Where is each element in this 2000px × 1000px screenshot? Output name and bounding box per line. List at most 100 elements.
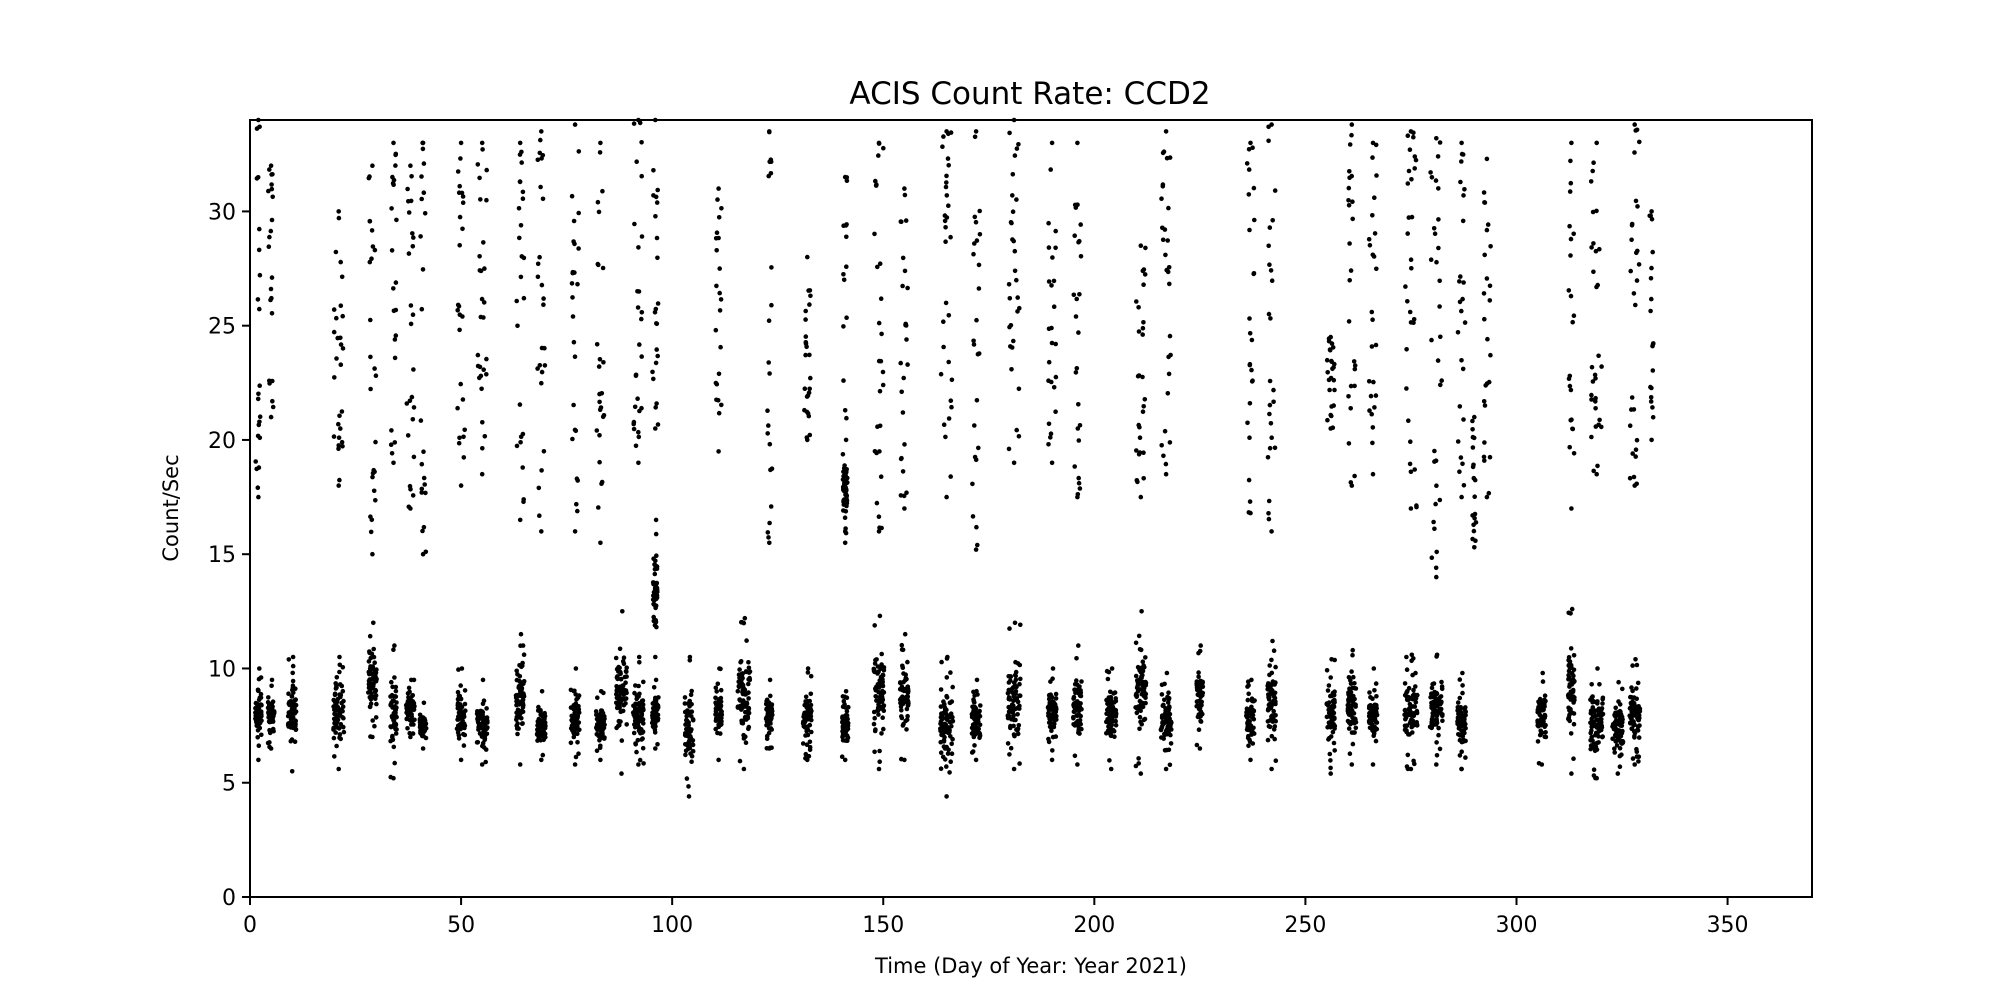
data-point: [1590, 168, 1595, 174]
data-point: [1542, 712, 1548, 718]
data-point: [654, 566, 660, 571]
data-point: [634, 708, 639, 714]
data-point: [635, 305, 641, 310]
data-point: [391, 286, 396, 291]
data-point: [1272, 736, 1277, 742]
data-point: [1047, 724, 1053, 729]
data-point: [875, 264, 880, 270]
data-point: [1015, 731, 1021, 737]
data-point: [404, 401, 410, 406]
data-point: [1374, 712, 1380, 718]
data-point: [1197, 714, 1202, 719]
data-point: [1411, 692, 1417, 697]
data-point: [943, 239, 948, 244]
data-point: [1593, 406, 1598, 411]
data-point: [1247, 435, 1252, 441]
data-point: [571, 218, 577, 224]
data-point: [1327, 751, 1333, 757]
data-point: [481, 300, 487, 305]
data-point: [843, 722, 848, 727]
data-point: [1484, 276, 1490, 281]
data-point: [1598, 727, 1604, 733]
data-point: [1163, 129, 1169, 134]
data-point: [515, 323, 520, 329]
data-point: [1077, 423, 1083, 428]
data-point: [1405, 133, 1411, 138]
data-point: [391, 140, 396, 146]
data-point: [457, 214, 463, 220]
data-point: [1588, 746, 1593, 752]
data-point: [877, 759, 882, 764]
data-point: [513, 695, 519, 700]
data-point: [744, 701, 750, 707]
data-point: [1429, 700, 1434, 706]
data-point: [1046, 279, 1052, 284]
data-point: [332, 703, 338, 709]
data-point: [542, 363, 548, 368]
data-point: [1107, 699, 1112, 705]
data-point: [640, 745, 646, 751]
data-point: [1346, 710, 1351, 716]
data-point: [1249, 730, 1254, 736]
data-point: [765, 711, 771, 716]
data-point: [1637, 723, 1642, 728]
data-point: [371, 620, 376, 626]
data-point: [1620, 686, 1625, 692]
data-point: [1434, 712, 1439, 718]
data-point: [1332, 361, 1337, 367]
data-point: [535, 366, 540, 371]
data-point: [846, 704, 851, 710]
data-point: [634, 696, 639, 702]
data-point: [456, 190, 462, 195]
data-point: [976, 351, 982, 356]
data-point: [539, 282, 545, 288]
data-point: [576, 210, 581, 216]
data-point: [1074, 656, 1079, 661]
data-point: [1439, 679, 1444, 685]
data-point: [1542, 704, 1547, 709]
data-point: [1008, 220, 1014, 225]
data-point: [291, 690, 296, 695]
data-point: [340, 715, 345, 720]
data-point: [537, 363, 543, 368]
data-point: [1269, 278, 1275, 284]
data-point: [332, 711, 337, 717]
data-point: [973, 732, 978, 737]
data-point: [1406, 215, 1412, 220]
data-point: [255, 735, 260, 740]
data-point: [1272, 188, 1278, 193]
data-point: [902, 757, 907, 763]
data-point: [844, 178, 850, 183]
data-point: [1199, 691, 1204, 696]
data-point: [944, 180, 949, 185]
data-point: [1571, 653, 1577, 658]
data-point: [289, 707, 295, 712]
data-point: [255, 297, 261, 302]
data-point: [1266, 681, 1271, 686]
data-point: [1011, 117, 1017, 123]
data-point: [521, 255, 527, 261]
data-point: [1596, 740, 1601, 745]
data-point: [1370, 317, 1375, 323]
data-point: [391, 177, 397, 183]
data-point: [637, 757, 643, 763]
data-point: [636, 654, 642, 660]
data-point: [873, 183, 879, 188]
data-point: [1078, 222, 1083, 227]
data-point: [535, 261, 541, 267]
data-point: [1053, 341, 1058, 347]
data-point: [1430, 714, 1435, 719]
data-point: [684, 776, 690, 781]
data-point: [902, 268, 908, 274]
data-point: [973, 757, 979, 763]
data-point: [483, 724, 489, 730]
data-point: [256, 465, 262, 470]
data-point: [392, 440, 398, 445]
data-point: [341, 724, 346, 730]
data-point: [393, 684, 399, 690]
data-point: [738, 659, 744, 664]
data-point: [520, 709, 526, 714]
data-point: [1350, 699, 1356, 704]
data-point: [766, 318, 772, 324]
data-point: [408, 734, 413, 740]
